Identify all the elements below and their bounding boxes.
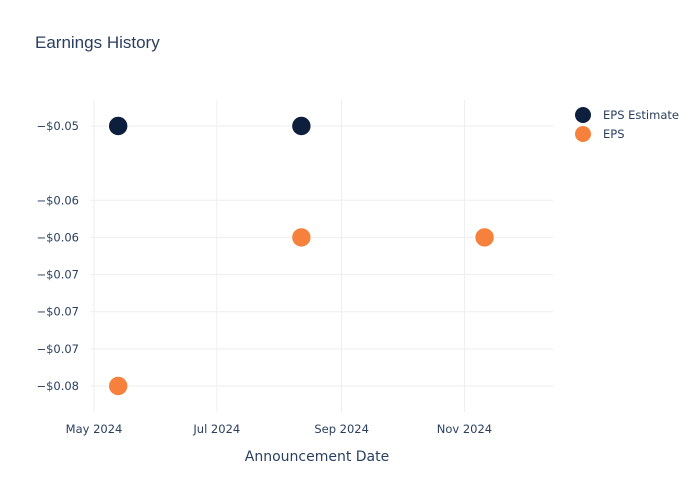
legend-label: EPS Estimate [603,108,679,122]
y-tick-labels: −$0.05 −$0.06 −$0.06 −$0.07 −$0.07 −$0.07 −$0.… [36,119,79,393]
y-tick-label: −$0.06 [36,230,79,244]
y-tick-label: −$0.07 [36,342,79,356]
data-points [108,116,495,396]
x-tick-labels: May 2024 Jul 2024 Sep 2024 Nov 2024 [66,422,492,436]
legend[interactable]: EPS Estimate EPS [575,107,679,142]
x-tick-label: May 2024 [66,422,123,436]
y-tick-label: −$0.08 [36,379,79,393]
eps-point[interactable] [474,227,495,248]
legend-marker [575,126,591,142]
x-tick-label: Nov 2024 [437,422,492,436]
x-tick-label: Jul 2024 [192,422,240,436]
x-axis-title: Announcement Date [245,449,389,465]
y-tick-label: −$0.07 [36,268,79,282]
chart-title: Earnings History [35,33,160,52]
eps-point[interactable] [108,376,128,396]
legend-marker [575,107,591,123]
legend-item-eps-estimate[interactable]: EPS Estimate [575,107,679,123]
eps-estimate-point[interactable] [108,116,128,136]
eps-point[interactable] [291,227,312,248]
x-tick-label: Sep 2024 [314,422,369,436]
grid-layer [90,100,553,412]
y-tick-label: −$0.05 [36,119,79,133]
legend-item-eps[interactable]: EPS [575,126,625,142]
y-tick-label: −$0.06 [36,193,79,207]
legend-label: EPS [603,127,625,141]
eps-estimate-point[interactable] [291,116,312,136]
y-tick-label: −$0.07 [36,305,79,319]
